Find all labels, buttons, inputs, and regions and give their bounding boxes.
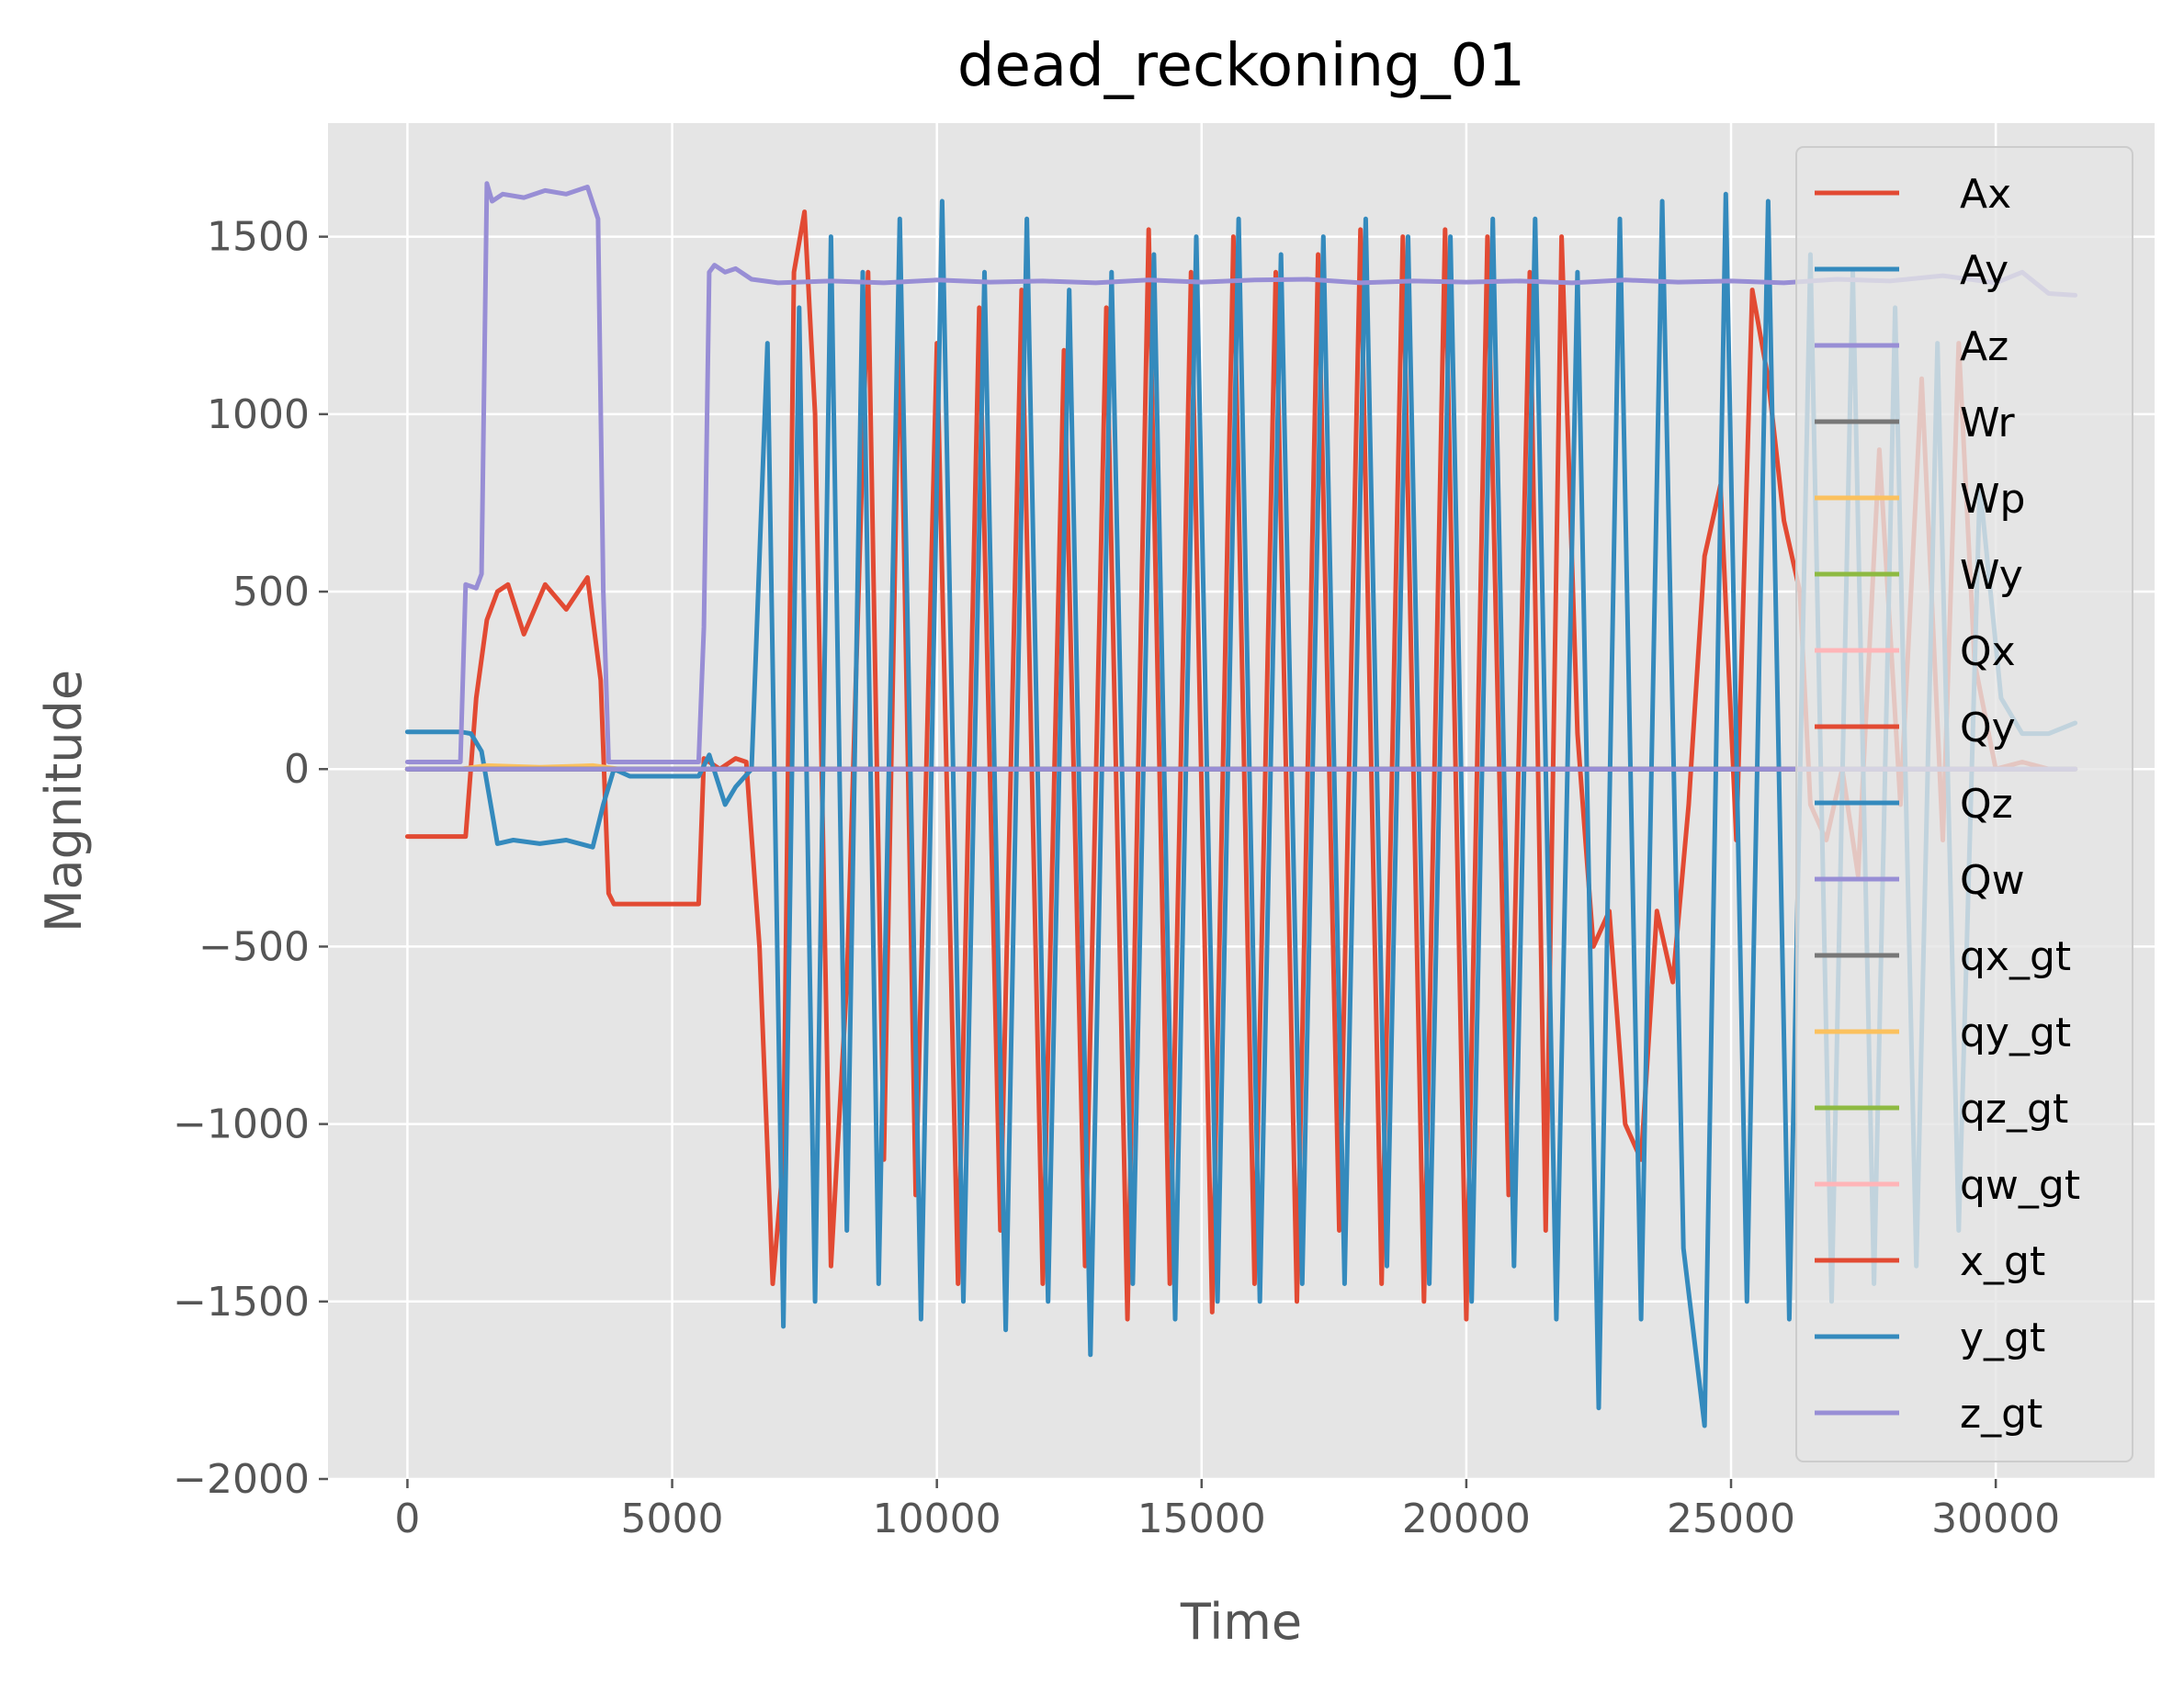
x-tick-label: 10000	[873, 1496, 1001, 1542]
legend-label: x_gt	[1960, 1238, 2045, 1285]
x-axis-label: Time	[1180, 1593, 1302, 1651]
legend-label: Wr	[1960, 400, 2016, 446]
legend-label: qy_gt	[1960, 1010, 2071, 1056]
legend-label: qx_gt	[1960, 933, 2071, 980]
y-tick-label: 1000	[207, 391, 310, 438]
y-tick-label: 0	[284, 746, 310, 793]
y-tick-label: 1500	[207, 214, 310, 261]
legend-label: z_gt	[1960, 1391, 2043, 1438]
legend-box	[1795, 146, 2133, 1462]
legend-label: Qz	[1960, 781, 2013, 828]
x-tick-label: 25000	[1667, 1496, 1795, 1542]
legend-label: Ay	[1960, 247, 2009, 294]
x-tick-label: 15000	[1137, 1496, 1266, 1542]
y-tick-label: −1500	[173, 1279, 310, 1326]
legend-label: y_gt	[1960, 1315, 2045, 1361]
x-tick-label: 0	[394, 1496, 420, 1542]
y-tick-label: 500	[232, 569, 310, 615]
legend-label: Qy	[1960, 705, 2016, 751]
y-tick-label: −1000	[173, 1101, 310, 1148]
y-tick-label: −2000	[173, 1456, 310, 1503]
legend-label: Wp	[1960, 476, 2025, 523]
ticks: 0 5000 10000 15000 20000 25000 30000−2000−1500…	[173, 214, 2060, 1542]
legend-label: Wy	[1960, 552, 2023, 599]
legend-label: Az	[1960, 323, 2009, 370]
legend-label: Ax	[1960, 171, 2011, 218]
series-line-ay	[404, 191, 2078, 1428]
x-tick-label: 30000	[1931, 1496, 2060, 1542]
legend-label: Qx	[1960, 628, 2016, 675]
y-tick-label: −500	[198, 923, 310, 970]
legend-label: qz_gt	[1960, 1086, 2068, 1133]
x-tick-label: 20000	[1402, 1496, 1531, 1542]
legend: Ax Ay Az Wr Wp Wy Qx Qy Qz Qw qx_gt qy_gt qz_gt qw_gt…	[1795, 146, 2133, 1462]
legend-label: Qw	[1960, 857, 2025, 904]
y-axis-label: Magnitude	[35, 670, 93, 932]
x-tick-label: 5000	[621, 1496, 724, 1542]
series-line-az	[404, 181, 2078, 764]
chart-title: dead_reckoning_01	[957, 32, 1525, 100]
legend-label: qw_gt	[1960, 1162, 2080, 1209]
series-line-ax	[404, 209, 2078, 1322]
